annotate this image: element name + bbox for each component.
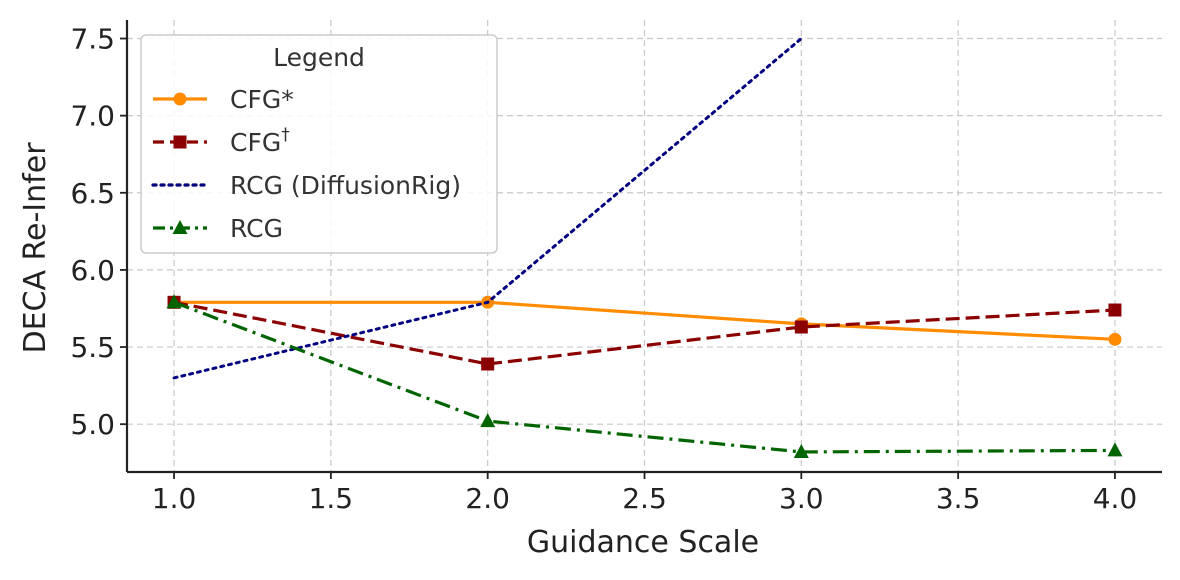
legend-label: RCG	[230, 214, 283, 243]
data-point	[794, 320, 808, 334]
x-tick-label: 3.5	[936, 482, 981, 515]
series-group	[166, 37, 1123, 458]
legend-frame	[140, 34, 498, 254]
x-tick-label: 4.0	[1093, 482, 1138, 515]
series-line	[172, 37, 803, 380]
legend-label: CFG†	[230, 125, 290, 157]
series-line	[173, 300, 1116, 366]
series-2	[172, 37, 803, 380]
y-tick-label: 7.0	[70, 100, 115, 133]
data-point	[1107, 442, 1123, 457]
legend-entries: CFG* CFG† RCG (DiffusionRig) RCG	[151, 85, 461, 243]
legend-item: CFG*	[153, 85, 294, 114]
x-axis-title: Guidance Scale	[527, 525, 759, 560]
data-point	[1108, 332, 1122, 346]
ticks: 1.0 1.5 2.0 2.5 3.0 3.5 4.0 5.0 5.5 6.0 6.5 7.0 7.5	[70, 23, 1137, 515]
data-point	[1108, 303, 1122, 317]
legend-label: RCG (DiffusionRig)	[230, 171, 461, 200]
legend-item: CFG†	[153, 125, 290, 157]
legend-item: RCG	[153, 214, 283, 243]
y-tick-label: 5.0	[70, 408, 115, 441]
y-tick-label: 7.5	[70, 23, 115, 56]
data-point	[480, 413, 496, 428]
legend-item: RCG (DiffusionRig)	[151, 171, 461, 200]
y-tick-label: 6.0	[70, 254, 115, 287]
data-point	[793, 443, 809, 458]
x-tick-label: 3.0	[779, 482, 824, 515]
series-3	[166, 294, 1123, 458]
legend: Legend CFG* CFG† RCG (DiffusionRig) RCG	[140, 34, 498, 254]
x-tick-label: 2.5	[622, 482, 667, 515]
x-tick-label: 2.0	[465, 482, 510, 515]
x-tick-label: 1.5	[309, 482, 354, 515]
legend-label: CFG*	[230, 85, 294, 114]
data-point	[166, 294, 182, 309]
legend-marker	[172, 220, 188, 234]
legend-marker	[173, 135, 187, 149]
legend-marker	[173, 92, 187, 106]
y-tick-label: 6.5	[70, 177, 115, 210]
data-point	[481, 357, 495, 371]
series-line	[173, 300, 1115, 454]
series-line	[174, 300, 1116, 341]
y-axis-title: DECA Re-Infer	[18, 142, 53, 354]
y-tick-label: 5.5	[70, 331, 115, 364]
legend-title: Legend	[273, 43, 365, 72]
x-tick-label: 1.0	[152, 482, 197, 515]
